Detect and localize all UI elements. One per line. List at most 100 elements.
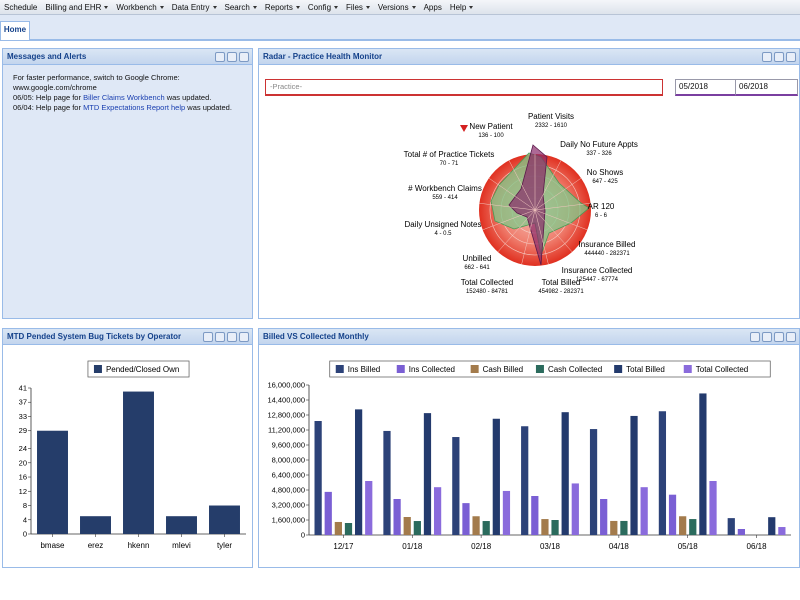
y-tick-label: 24	[19, 444, 27, 453]
bar	[689, 519, 697, 535]
radar-axis-range: 6 - 6	[595, 213, 608, 219]
radar-axis-label: Insurance Billed	[579, 240, 636, 249]
message-text: 06/05: Help page for	[13, 93, 84, 102]
bar	[640, 487, 648, 535]
tool-button[interactable]	[215, 332, 225, 342]
radar-axis-range: 662 - 641	[464, 265, 490, 271]
radar-chart: New Patient 136 - 100 Patient Visits 2332 -…	[404, 112, 638, 295]
x-tick-label: 12/17	[333, 542, 354, 551]
bar	[314, 421, 322, 535]
bar	[462, 503, 470, 535]
radar-axis-label: Daily No Future Appts	[560, 140, 638, 149]
radar-axis-range: 647 - 425	[592, 179, 618, 185]
bar	[768, 517, 776, 535]
legend-swatch	[93, 365, 102, 373]
message-link[interactable]: MTD Expectations Report help	[83, 103, 186, 112]
radar-axis-label: AR 120	[588, 202, 615, 211]
bar	[413, 521, 421, 535]
x-tick-label: 06/18	[747, 542, 768, 551]
menu-item[interactable]: Search	[221, 3, 261, 12]
tool-button[interactable]	[762, 332, 772, 342]
message: 06/04: Help page for MTD Expectations Re…	[13, 103, 242, 113]
legend-swatch	[683, 365, 692, 373]
tool-button[interactable]	[227, 332, 237, 342]
radar-spoke	[497, 209, 536, 253]
tool-button[interactable]	[203, 332, 213, 342]
tool-button[interactable]	[239, 52, 249, 62]
bar	[737, 529, 746, 535]
bar	[620, 520, 628, 535]
menu-item[interactable]: Billing and EHR	[41, 3, 112, 12]
radar-spoke	[479, 203, 536, 211]
x-tick-label: hkenn	[128, 541, 150, 550]
bar	[452, 437, 460, 535]
bar	[571, 483, 579, 535]
bar	[365, 481, 373, 535]
radar-spoke	[508, 160, 536, 211]
tab-bar: Home	[0, 15, 800, 41]
x-tick-label: erez	[88, 541, 104, 550]
messages-panel: Messages and Alerts For faster performan…	[2, 48, 253, 319]
legend-swatch	[535, 365, 544, 373]
bar	[610, 520, 618, 535]
radar-spoke	[534, 203, 591, 211]
y-tick-label: 20	[19, 458, 27, 467]
menu-item[interactable]: Workbench	[112, 3, 167, 12]
message: 06/05: Help page for Biller Claims Workb…	[13, 93, 242, 103]
panel-header: Radar - Practice Health Monitor	[259, 49, 799, 65]
bar	[433, 487, 442, 535]
bar	[699, 393, 707, 535]
x-tick-label: 02/18	[471, 542, 492, 551]
tool-button[interactable]	[786, 332, 796, 342]
tool-button[interactable]	[227, 52, 237, 62]
messages-body: For faster performance, switch to Google…	[3, 65, 252, 318]
menu-item[interactable]: Files	[342, 3, 374, 12]
bug-tickets-panel: MTD Pended System Bug Tickets by Operato…	[2, 328, 253, 568]
y-tick-label: 4	[23, 515, 27, 524]
radar-axis-range: 559 - 414	[432, 195, 458, 201]
y-tick-label: 16	[19, 473, 27, 482]
menu-item[interactable]: Help	[446, 3, 477, 12]
radar-axis-label: Total Collected	[461, 278, 513, 287]
tool-button[interactable]	[774, 332, 784, 342]
radar-spoke	[534, 177, 582, 211]
tab[interactable]: Home	[0, 21, 30, 40]
legend-label: Ins Collected	[409, 365, 455, 374]
panel-header: MTD Pended System Bug Tickets by Operato…	[3, 329, 252, 345]
tool-button[interactable]	[239, 332, 249, 342]
y-tick-label: 16,000,000	[267, 381, 305, 390]
radar-spoke	[534, 209, 573, 253]
new-patient-marker	[460, 125, 468, 132]
message-text: was updated.	[164, 93, 212, 102]
radar-axis-range: 70 - 71	[440, 161, 459, 167]
radar-axis-label: Patient Visits	[528, 112, 574, 121]
bar	[403, 517, 411, 535]
tool-button[interactable]	[786, 52, 796, 62]
radar-axis-label: New Patient	[469, 122, 513, 131]
radar-axis-range: 454982 - 282371	[538, 289, 584, 295]
menu-item[interactable]: Schedule	[4, 2, 38, 12]
tool-button[interactable]	[774, 52, 784, 62]
tool-button[interactable]	[215, 52, 225, 62]
legend-label: Ins Billed	[348, 365, 380, 374]
radar-axis-label: # Workbench Claims	[408, 184, 482, 193]
menu-item[interactable]: Versions	[374, 3, 420, 12]
radar-axis-label: No Shows	[587, 168, 623, 177]
date-from[interactable]: 05/2018	[675, 79, 738, 96]
practice-select[interactable]: -Practice-	[265, 79, 663, 96]
menu-item[interactable]: Data Entry	[168, 3, 221, 12]
date-to[interactable]: 06/2018	[735, 79, 798, 96]
tool-button[interactable]	[762, 52, 772, 62]
message-link[interactable]: Biller Claims Workbench	[83, 93, 165, 102]
tool-button[interactable]	[750, 332, 760, 342]
radar-axis-range: 136 - 100	[478, 133, 504, 139]
y-tick-label: 33	[19, 412, 27, 421]
radar-axis-label: Daily Unsigned Notes	[405, 220, 482, 229]
bar	[600, 499, 608, 535]
radar-axis-range: 152480 - 84781	[466, 289, 509, 295]
menu-item[interactable]: Reports	[261, 3, 304, 12]
menu-item[interactable]: Config	[304, 3, 342, 12]
y-tick-label: 11,200,000	[268, 426, 305, 435]
x-tick-label: tyler	[217, 541, 232, 550]
menu-item[interactable]: Apps	[423, 2, 442, 12]
